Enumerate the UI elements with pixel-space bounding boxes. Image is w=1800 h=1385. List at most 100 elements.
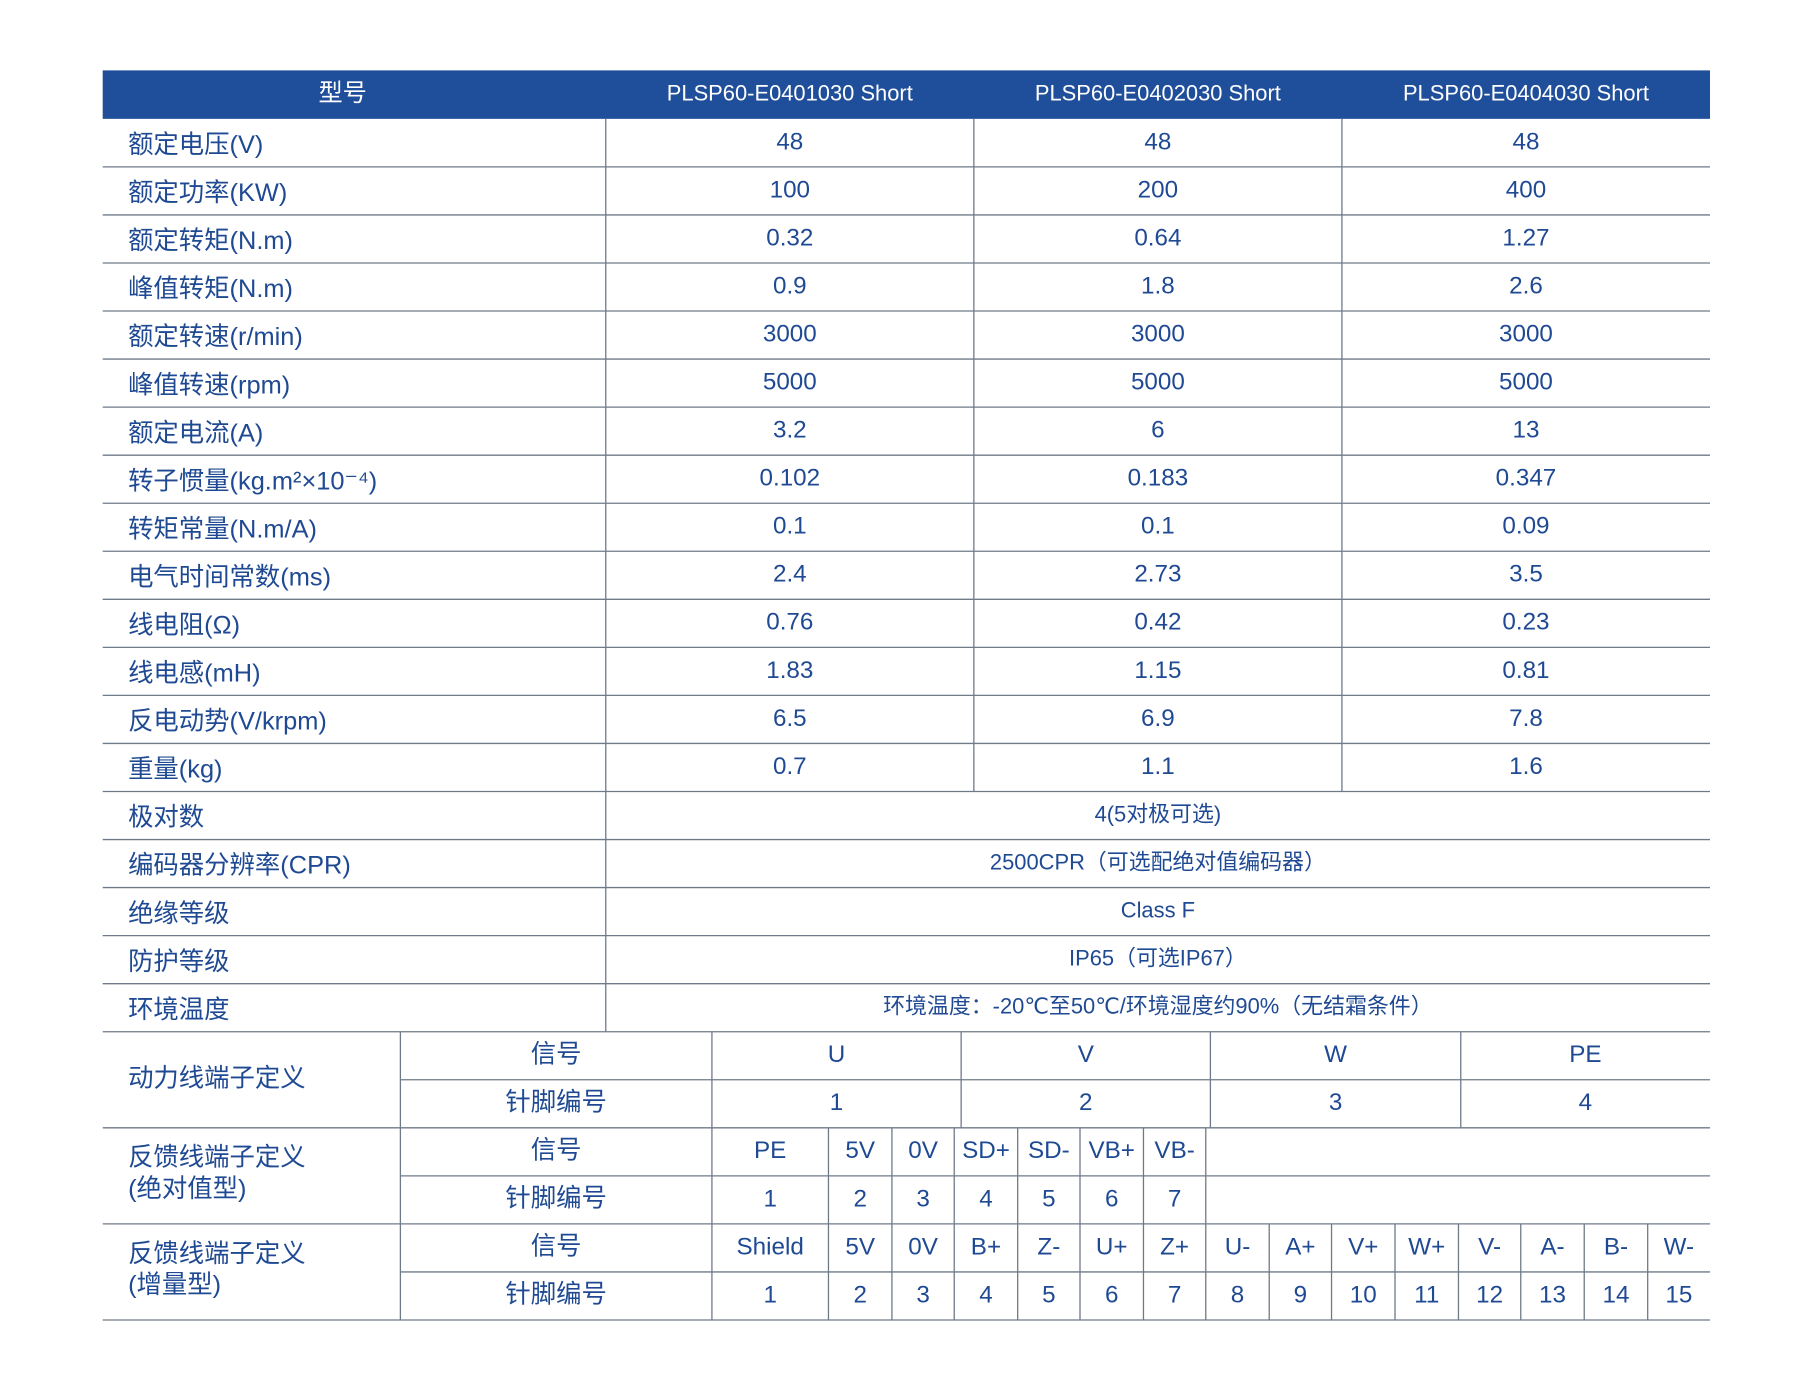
cell-value: 3000 [763,320,817,347]
terminal-cell: A- [1540,1233,1564,1260]
terminal-cell: 0V [908,1233,938,1260]
row-label: 额定电压(V) [128,131,263,159]
cell-value: 100 [770,176,810,203]
row-label: 防护等级 [128,948,230,976]
cell-value: 0.1 [1141,513,1175,540]
terminal-cell: Shield [737,1233,804,1260]
cell-value: 0.347 [1496,465,1557,492]
sub-label: 信号 [531,1040,582,1068]
cell-value: 0.42 [1134,609,1181,636]
terminal-cell: 9 [1294,1281,1307,1308]
cell-value: 1.15 [1134,657,1181,684]
cell-value: 3.2 [773,417,807,444]
cell-value: 200 [1138,176,1178,203]
cell-value: 1.83 [766,657,813,684]
terminal-cell: Z+ [1160,1233,1189,1260]
terminal-cell: 2 [1079,1089,1092,1116]
sub-label: 针脚编号 [505,1088,607,1116]
header-label: 型号 [318,80,366,107]
terminal-cell: 4 [979,1281,992,1308]
row-label: 额定功率(KW) [128,179,287,207]
terminal-cell: 3 [916,1185,929,1212]
cell-value: 3.5 [1509,561,1543,588]
row-label: 峰值转矩(N.m) [128,275,293,303]
cell-value: 2500CPR（可选配绝对值编码器） [990,849,1326,874]
row-label: 极对数 [128,804,204,832]
cell-value: 48 [1512,128,1539,155]
cell-value: 0.32 [766,224,813,251]
cell-value: 2.4 [773,561,807,588]
terminal-cell: 2 [853,1281,866,1308]
cell-value: 3000 [1499,320,1553,347]
group-label: (绝对值型) [128,1175,246,1203]
row-label: 转矩常量(N.m/A) [128,515,317,543]
group-label: 反馈线端子定义 [128,1144,306,1172]
cell-value: 0.09 [1502,513,1549,540]
sub-label: 针脚编号 [505,1185,607,1213]
cell-value: 48 [776,128,803,155]
terminal-cell: V [1078,1041,1095,1068]
cell-value: IP65（可选IP67） [1069,945,1247,970]
cell-value: 5000 [1131,369,1185,396]
terminal-cell: 8 [1231,1281,1244,1308]
terminal-cell: SD- [1028,1137,1070,1164]
terminal-cell: 7 [1168,1281,1181,1308]
row-label: 转子惯量(kg.m²×10⁻⁴) [128,467,377,495]
model-name: PLSP60-E0404030 Short [1403,80,1649,105]
terminal-cell: 1 [763,1281,776,1308]
group-label: 动力线端子定义 [128,1064,306,1092]
model-name: PLSP60-E0401030 Short [667,80,913,105]
cell-value: 环境温度：-20℃至50℃/环境湿度约90%（无结霜条件） [883,993,1432,1018]
terminal-cell: 13 [1539,1281,1566,1308]
terminal-cell: U+ [1096,1233,1128,1260]
row-label: 额定转速(r/min) [128,323,303,351]
terminal-cell: 5 [1042,1281,1055,1308]
terminal-cell: 0V [908,1137,938,1164]
row-label: 绝缘等级 [128,900,230,928]
row-label: 电气时间常数(ms) [128,563,331,591]
terminal-cell: U- [1225,1233,1251,1260]
row-label: 编码器分辨率(CPR) [128,852,351,880]
cell-value: 0.183 [1128,465,1189,492]
cell-value: 0.9 [773,272,807,299]
row-label: 峰值转速(rpm) [128,371,290,399]
sub-label: 信号 [531,1137,582,1165]
cell-value: 0.7 [773,753,807,780]
terminal-cell: PE [1569,1041,1601,1068]
terminal-cell: 6 [1105,1185,1118,1212]
cell-value: 5000 [763,369,817,396]
terminal-cell: 10 [1350,1281,1377,1308]
sub-label: 信号 [531,1233,582,1261]
cell-value: 0.64 [1134,224,1181,251]
terminal-cell: SD+ [962,1137,1010,1164]
terminal-cell: 15 [1665,1281,1692,1308]
terminal-cell: 5V [845,1137,875,1164]
row-label: 环境温度 [128,996,230,1024]
terminal-cell: W [1324,1041,1347,1068]
cell-value: 1.1 [1141,753,1175,780]
terminal-cell: VB- [1154,1137,1194,1164]
terminal-cell: 3 [916,1281,929,1308]
row-label: 反电动势(V/krpm) [128,708,327,736]
cell-value: 6.9 [1141,705,1175,732]
cell-value: 0.102 [760,465,821,492]
row-label: 额定电流(A) [128,419,263,447]
terminal-cell: 4 [979,1185,992,1212]
cell-value: 5000 [1499,369,1553,396]
group-label: (增量型) [128,1271,221,1299]
cell-value: 0.76 [766,609,813,636]
terminal-cell: 5V [845,1233,875,1260]
terminal-cell: 2 [853,1185,866,1212]
cell-value: 0.1 [773,513,807,540]
terminal-cell: V+ [1348,1233,1378,1260]
row-label: 线电感(mH) [128,660,260,688]
terminal-cell: 6 [1105,1281,1118,1308]
model-name: PLSP60-E0402030 Short [1035,80,1281,105]
terminal-cell: 5 [1042,1185,1055,1212]
cell-value: 1.8 [1141,272,1175,299]
row-label: 线电阻(Ω) [128,611,240,639]
terminal-cell: PE [754,1137,786,1164]
cell-value: 13 [1512,417,1539,444]
terminal-cell: 1 [830,1089,843,1116]
cell-value: 6 [1151,417,1164,444]
